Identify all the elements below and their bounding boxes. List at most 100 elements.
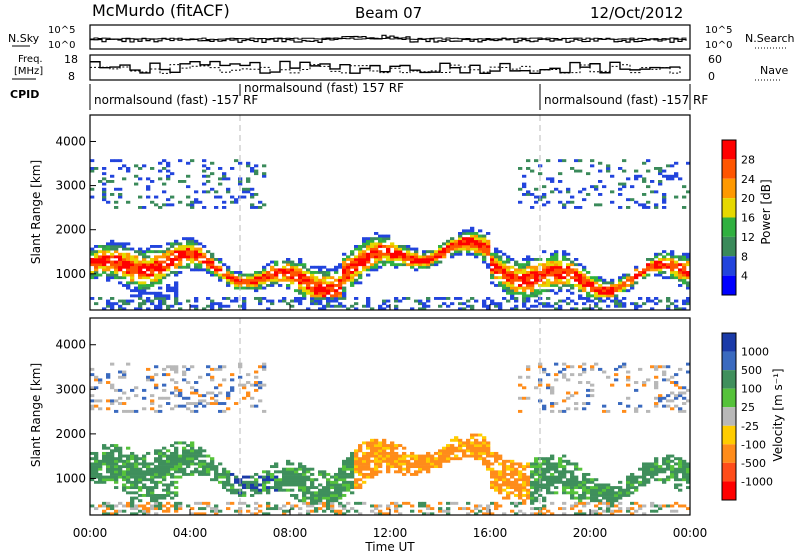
heatmap-cell: [146, 255, 151, 259]
heatmap-cell: [126, 169, 131, 173]
heatmap-cell: [286, 271, 291, 274]
heatmap-cell: [162, 478, 167, 482]
heatmap-cell: [382, 446, 387, 450]
heatmap-cell: [94, 167, 99, 170]
heatmap-cell: [654, 470, 659, 474]
heatmap-cell: [370, 451, 375, 455]
heatmap-cell: [530, 294, 535, 298]
heatmap-cell: [530, 465, 535, 469]
x-axis-ticks: 00:00 04:00 08:00 12:00 16:00 20:00 00:00: [73, 304, 707, 540]
heatmap-cell: [350, 457, 355, 461]
heatmap-cell: [490, 276, 495, 280]
heatmap-cell: [418, 470, 423, 474]
heatmap-cell: [550, 260, 555, 264]
heatmap-cell: [130, 465, 135, 469]
heatmap-cell: [350, 470, 355, 474]
freq-trace: [90, 60, 681, 75]
heatmap-cell: [310, 509, 315, 513]
heatmap-cell: [526, 462, 531, 466]
heatmap-cell: [454, 239, 459, 243]
heatmap-cell: [662, 470, 667, 474]
heatmap-cell: [326, 472, 331, 476]
heatmap-cell: [546, 383, 551, 387]
heatmap-cell: [442, 302, 447, 306]
heatmap-cell: [386, 459, 391, 463]
heatmap-cell: [94, 258, 99, 261]
heatmap-cell: [262, 297, 267, 300]
heatmap-cell: [370, 475, 375, 479]
heatmap-cell: [558, 370, 563, 374]
heatmap-cell: [306, 504, 311, 508]
heatmap-cell: [458, 307, 463, 311]
heatmap-cell: [306, 307, 311, 311]
heatmap-cell: [314, 501, 319, 505]
heatmap-cell: [290, 265, 295, 269]
heatmap-cell: [614, 493, 619, 497]
heatmap-cell: [550, 478, 555, 482]
heatmap-cell: [334, 493, 339, 497]
heatmap-cell: [434, 297, 439, 300]
heatmap-cell: [330, 281, 335, 285]
heatmap-cell: [182, 467, 187, 471]
heatmap-cell: [298, 258, 303, 261]
heatmap-cell: [102, 187, 107, 191]
heatmap-cell: [566, 265, 571, 269]
heatmap-cell: [202, 470, 207, 474]
heatmap-cell: [602, 291, 607, 295]
heatmap-cell: [482, 247, 487, 251]
heatmap-cell: [510, 281, 515, 285]
heatmap-cell: [270, 276, 275, 280]
heatmap-cell: [606, 491, 611, 495]
heatmap-cell: [666, 378, 671, 382]
heatmap-cell: [554, 291, 559, 295]
heatmap-cell: [606, 304, 611, 308]
heatmap-cell: [254, 512, 259, 516]
heatmap-cell: [514, 291, 519, 295]
heatmap-cell: [446, 459, 451, 463]
heatmap-cell: [430, 260, 435, 264]
heatmap-cell: [646, 297, 651, 300]
heatmap-cell: [274, 465, 279, 469]
heatmap-cell: [362, 255, 367, 259]
heatmap-cell: [542, 475, 547, 479]
heatmap-cell: [354, 465, 359, 469]
heatmap-cell: [190, 457, 195, 461]
heatmap-cell: [522, 488, 527, 492]
heatmap-cell: [498, 454, 503, 458]
heatmap-cell: [558, 457, 563, 461]
heatmap-cell: [310, 299, 315, 303]
heatmap-cell: [226, 297, 231, 300]
heatmap-cell: [178, 475, 183, 479]
heatmap-cell: [114, 263, 119, 267]
heatmap-cell: [546, 260, 551, 264]
heatmap-cell: [218, 260, 223, 264]
heatmap-cell: [330, 493, 335, 497]
heatmap-cell: [618, 365, 623, 369]
heatmap-cell: [170, 203, 175, 207]
heatmap-cell: [314, 499, 319, 503]
heatmap-cell: [326, 289, 331, 293]
heatmap-cell: [134, 507, 139, 511]
heatmap-cell: [578, 278, 583, 282]
heatmap-cell: [534, 488, 539, 492]
heatmap-cell: [630, 512, 635, 516]
heatmap-cell: [174, 239, 179, 243]
heatmap-cell: [566, 478, 571, 482]
heatmap-cell: [574, 465, 579, 469]
heatmap-cell: [666, 297, 671, 300]
heatmap-cell: [126, 470, 131, 474]
heatmap-cell: [586, 281, 591, 285]
heatmap-cell: [342, 475, 347, 479]
heatmap-cell: [122, 509, 127, 513]
heatmap-cell: [486, 462, 491, 466]
heatmap-cell: [130, 462, 135, 466]
heatmap-cell: [294, 297, 299, 300]
heatmap-cell: [470, 509, 475, 513]
heatmap-cell: [158, 291, 163, 295]
heatmap-cell: [250, 169, 255, 173]
heatmap-cell: [134, 504, 139, 508]
heatmap-cell: [606, 167, 611, 170]
heatmap-cell: [558, 307, 563, 311]
heatmap-cell: [502, 265, 507, 269]
heatmap-cell: [274, 462, 279, 466]
